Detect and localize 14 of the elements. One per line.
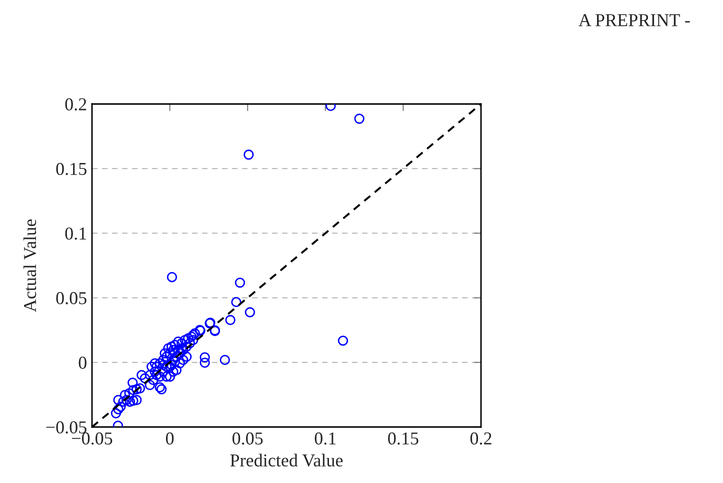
x-tick-label: 0 xyxy=(166,432,174,445)
x-tick-label: 0.1 xyxy=(314,432,336,445)
x-tick-label: 0.05 xyxy=(232,432,263,445)
y-tick-label: 0 xyxy=(78,356,86,369)
text: A PREPRINT - xyxy=(578,14,690,26)
y-tick-label: 0.2 xyxy=(65,98,86,111)
x-tick-label: 0.15 xyxy=(388,432,418,445)
x-tick-label: 0.2 xyxy=(470,432,492,445)
x-axis-title: Predicted Value xyxy=(230,454,343,467)
y-tick-label: 0.15 xyxy=(56,162,86,176)
y-tick-label: 0.05 xyxy=(56,292,86,304)
y-tick-label: 0.1 xyxy=(65,227,86,240)
y-axis-title: Actual Value xyxy=(23,219,36,312)
y-tick-label: −0.05 xyxy=(46,421,86,434)
